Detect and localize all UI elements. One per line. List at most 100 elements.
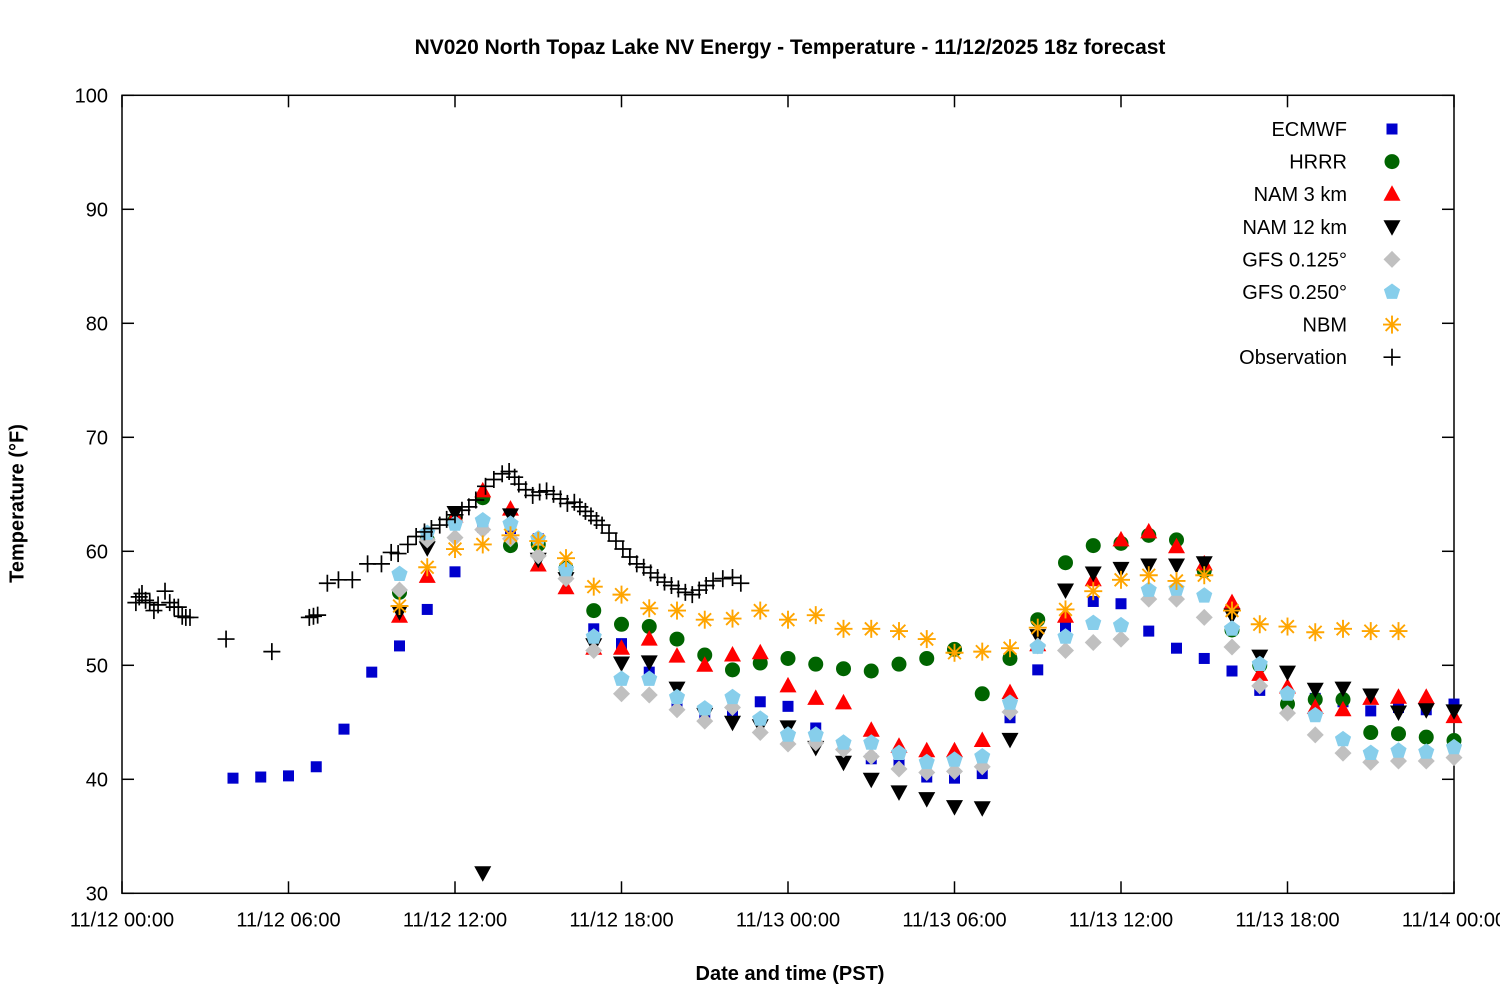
data-point <box>418 541 436 557</box>
data-point <box>752 655 768 671</box>
data-point <box>808 656 824 672</box>
data-point <box>1448 698 1460 710</box>
x-tick-label: 11/13 06:00 <box>902 909 1006 931</box>
data-point <box>863 663 879 679</box>
data-point <box>474 866 492 882</box>
data-point <box>613 685 630 703</box>
data-point <box>391 581 408 599</box>
data-point <box>1196 587 1213 603</box>
data-point <box>1140 522 1158 539</box>
data-point <box>1140 581 1157 597</box>
data-point <box>918 753 935 770</box>
data-point <box>392 598 407 614</box>
data-point <box>1308 625 1323 640</box>
data-point <box>1391 624 1406 639</box>
data-point <box>862 721 880 737</box>
legend-item-gfs-0-250-: GFS 0.250° <box>1242 282 1401 304</box>
data-point <box>697 647 713 663</box>
data-point <box>1084 566 1102 582</box>
data-point <box>391 565 408 581</box>
data-point <box>586 579 601 594</box>
data-point <box>780 650 796 666</box>
data-point <box>891 656 907 672</box>
data-point <box>613 656 630 673</box>
data-point <box>1060 621 1071 633</box>
data-point <box>1168 558 1185 574</box>
y-tick-label: 80 <box>86 313 108 335</box>
data-point <box>1087 595 1099 607</box>
data-point <box>1226 665 1238 677</box>
y-tick-label: 50 <box>86 655 108 677</box>
data-point <box>1140 558 1158 574</box>
legend-item-gfs-0-125-: GFS 0.125° <box>1242 249 1401 271</box>
data-point <box>1363 725 1379 741</box>
data-point <box>640 630 658 646</box>
series-observation <box>127 463 750 661</box>
data-point <box>1115 598 1127 610</box>
data-point <box>890 760 908 778</box>
data-point <box>862 772 880 789</box>
data-point <box>585 628 602 644</box>
data-point <box>640 686 658 704</box>
data-point <box>1334 700 1352 717</box>
legend-label: HRRR <box>1289 152 1347 174</box>
series-hrrr <box>392 490 1462 749</box>
data-point <box>947 645 962 660</box>
data-point <box>1390 705 1407 722</box>
data-point <box>807 726 824 742</box>
data-point <box>946 800 963 816</box>
data-point <box>1113 572 1129 587</box>
data-point <box>668 701 686 719</box>
data-point <box>752 710 769 726</box>
data-point <box>891 624 907 639</box>
data-point <box>807 689 825 705</box>
data-point <box>614 616 629 632</box>
data-point <box>1334 730 1352 747</box>
data-point <box>1141 568 1156 583</box>
data-point <box>1252 617 1267 632</box>
data-point <box>1224 603 1240 618</box>
y-tick-label: 30 <box>86 883 108 905</box>
data-point <box>724 646 741 662</box>
data-point <box>1334 681 1352 698</box>
data-point <box>1168 537 1185 554</box>
data-point <box>1197 568 1212 583</box>
data-point <box>613 639 630 655</box>
data-point <box>1029 638 1046 654</box>
series-nam-12-km <box>391 506 1463 882</box>
data-point <box>946 762 963 780</box>
legend: ECMWF HRRR NAM 3 km NAM 12 km GFS 0.125° GFS … <box>1239 119 1401 369</box>
data-point <box>668 688 686 705</box>
data-point <box>919 632 934 647</box>
data-point <box>1251 665 1269 681</box>
data-point <box>1002 641 1018 656</box>
x-tick-label: 11/13 00:00 <box>736 909 840 931</box>
legend-item-hrrr: HRRR <box>1289 152 1400 174</box>
y-axis-label: Temperature (°F) <box>6 424 29 583</box>
data-point <box>614 587 629 602</box>
data-point <box>1002 650 1018 666</box>
data-point <box>1417 703 1435 719</box>
data-point <box>1335 621 1351 636</box>
data-point <box>918 792 936 808</box>
series-nam-3-km <box>391 481 1463 758</box>
data-point <box>1306 682 1324 699</box>
data-point <box>862 748 880 765</box>
data-point <box>1112 630 1130 648</box>
data-point <box>1001 683 1019 700</box>
data-point <box>1418 729 1434 745</box>
data-point <box>1365 705 1377 717</box>
data-point <box>973 801 991 817</box>
y-tick-label: 70 <box>86 427 108 449</box>
data-point <box>1058 602 1073 617</box>
data-point <box>836 621 851 636</box>
data-point <box>1363 624 1378 639</box>
data-point <box>1057 628 1074 644</box>
data-point <box>1057 641 1074 659</box>
x-tick-label: 11/13 12:00 <box>1069 909 1173 931</box>
y-tick-label: 90 <box>86 199 108 221</box>
data-point <box>585 641 603 659</box>
data-point <box>310 761 322 773</box>
data-point <box>975 644 990 659</box>
